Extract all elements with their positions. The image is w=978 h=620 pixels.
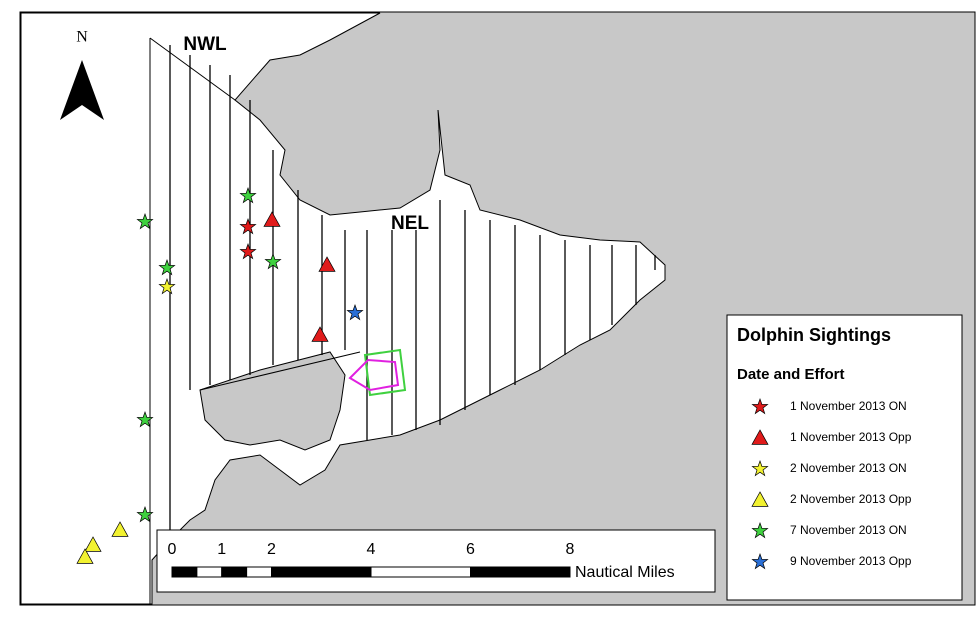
legend-label: 2 November 2013 ON (790, 461, 907, 475)
legend-title: Dolphin Sightings (737, 325, 891, 345)
sighting (111, 521, 129, 537)
scale-unit: Nautical Miles (575, 564, 675, 581)
legend-label: 1 November 2013 ON (790, 399, 907, 413)
legend-symbol (751, 397, 769, 415)
scale-label: 2 (267, 541, 276, 558)
sightings (76, 186, 364, 564)
survey-boundary (149, 37, 236, 101)
sighting (158, 258, 176, 276)
scale-label: 1 (217, 541, 226, 558)
scale-segment (370, 566, 471, 578)
sighting (239, 242, 257, 260)
scale-segment (271, 566, 372, 578)
scale-segment (196, 566, 223, 578)
sighting (158, 277, 176, 295)
legend-symbol (751, 521, 769, 539)
legend-label: 9 November 2013 Opp (790, 554, 912, 568)
area-label: NWL (183, 34, 227, 55)
scale-label: 4 (367, 541, 376, 558)
scale-label: 0 (168, 541, 177, 558)
legend-label: 7 November 2013 ON (790, 523, 907, 537)
legend-symbol (751, 491, 769, 507)
island (199, 351, 346, 451)
sighting (346, 303, 364, 321)
scale-segment (171, 566, 198, 578)
sighting (239, 217, 257, 235)
sighting (84, 536, 102, 552)
sighting (239, 186, 257, 204)
legend-symbol (751, 552, 769, 570)
transect-lines (169, 45, 656, 540)
legend-label: 1 November 2013 Opp (790, 430, 912, 444)
legend-symbol (751, 429, 769, 445)
sighting (136, 505, 154, 523)
legend-subtitle: Date and Effort (737, 366, 845, 383)
scale-segment (470, 566, 571, 578)
sighting (136, 410, 154, 428)
scale-label: 8 (566, 541, 575, 558)
sighting (136, 212, 154, 230)
scale-segment (246, 566, 272, 578)
legend-symbol (751, 459, 769, 477)
legend: 1 November 2013 ON 1 November 2013 Opp 2 N… (751, 397, 912, 570)
sighting (311, 326, 329, 342)
area-label: NEL (391, 213, 429, 234)
legend-box (726, 314, 963, 601)
sighting (264, 252, 282, 270)
legend-label: 2 November 2013 Opp (790, 492, 912, 506)
reclamation-area (348, 358, 400, 392)
water (20, 12, 666, 605)
marine-park (363, 348, 407, 397)
scale-segment (221, 566, 248, 578)
sighting (318, 256, 336, 272)
scale-label: 6 (466, 541, 475, 558)
survey-boundary (199, 351, 361, 391)
scale-box (156, 529, 716, 593)
north-label: N (76, 29, 88, 46)
sighting (76, 548, 94, 564)
north-arrow (60, 60, 104, 120)
sighting (263, 211, 281, 227)
